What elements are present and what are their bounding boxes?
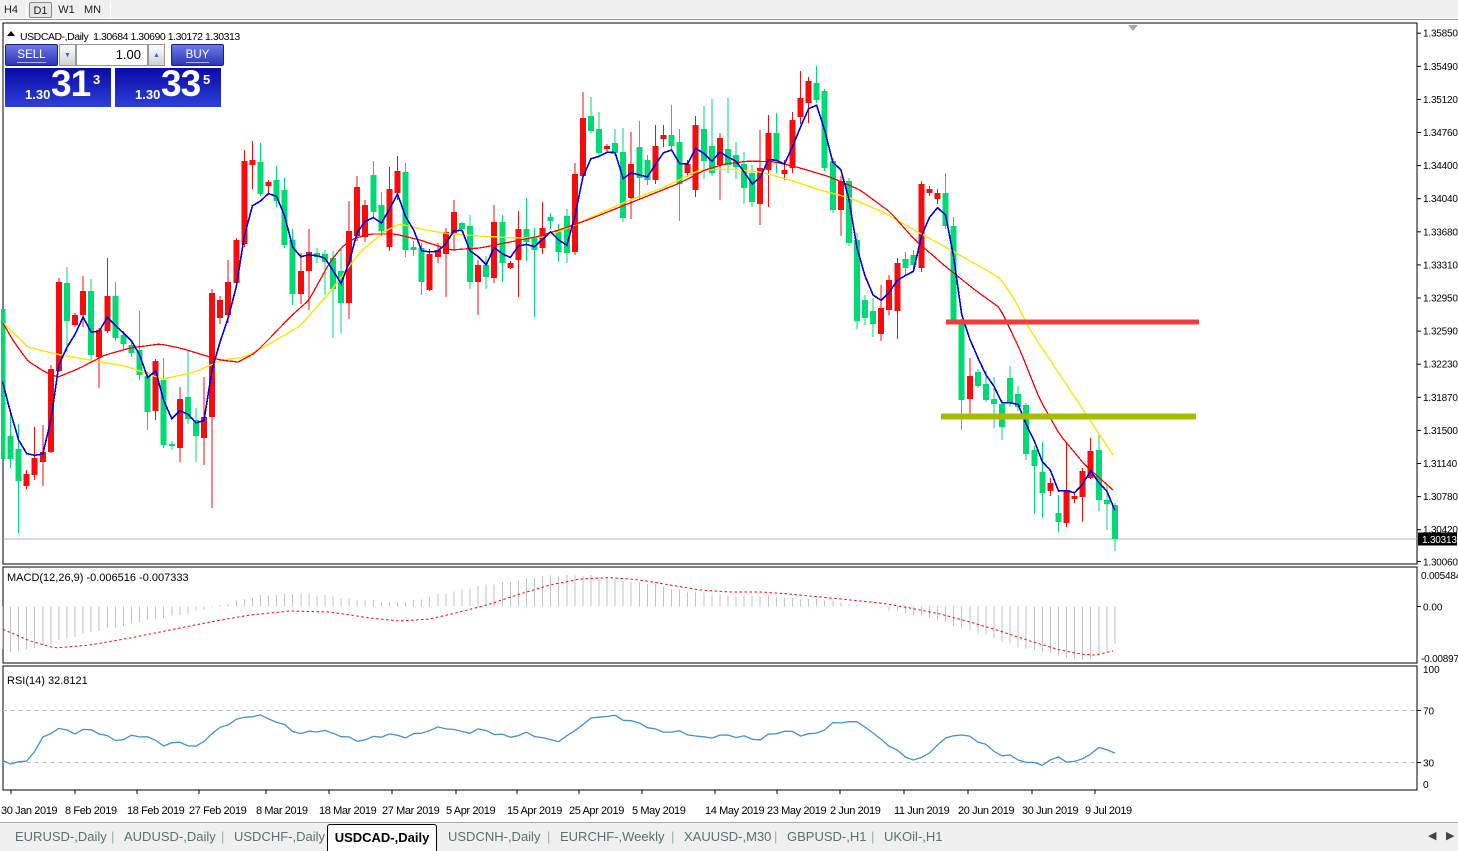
svg-text:1.31140: 1.31140 [1423, 459, 1458, 470]
svg-text:30 Jan 2019: 30 Jan 2019 [1, 805, 57, 817]
svg-text:1.30420: 1.30420 [1423, 525, 1458, 536]
svg-text:8 Mar 2019: 8 Mar 2019 [256, 805, 308, 817]
svg-text:5 May 2019: 5 May 2019 [632, 805, 686, 817]
svg-text:0.005484: 0.005484 [1421, 571, 1458, 582]
svg-text:1.35120: 1.35120 [1423, 95, 1458, 106]
svg-text:9 Jul 2019: 9 Jul 2019 [1085, 805, 1132, 817]
svg-text:27 Mar 2019: 27 Mar 2019 [382, 805, 440, 817]
svg-text:1.32590: 1.32590 [1423, 327, 1458, 338]
svg-text:18 Mar 2019: 18 Mar 2019 [319, 805, 377, 817]
svg-text:30 Jun 2019: 30 Jun 2019 [1022, 805, 1078, 817]
svg-text:MACD(12,26,9) -0.006516 -0.007: MACD(12,26,9) -0.006516 -0.007333 [7, 572, 189, 584]
svg-text:30: 30 [1423, 759, 1435, 770]
svg-text:1.32950: 1.32950 [1423, 294, 1458, 305]
svg-text:-0.00897: -0.00897 [1421, 654, 1458, 665]
svg-text:20 Jun 2019: 20 Jun 2019 [958, 805, 1014, 817]
svg-text:0.00: 0.00 [1423, 603, 1443, 614]
svg-text:18 Feb 2019: 18 Feb 2019 [127, 805, 185, 817]
svg-text:27 Feb 2019: 27 Feb 2019 [189, 805, 247, 817]
svg-text:1.30313: 1.30313 [1422, 535, 1457, 546]
svg-text:100: 100 [1423, 665, 1440, 676]
svg-text:1.30780: 1.30780 [1423, 492, 1458, 503]
svg-text:1.31500: 1.31500 [1423, 426, 1458, 437]
svg-text:8 Feb 2019: 8 Feb 2019 [65, 805, 117, 817]
svg-text:14 May 2019: 14 May 2019 [705, 805, 764, 817]
svg-text:USDCAD-,Daily 1.30684 1.30690: USDCAD-,Daily 1.30684 1.30690 1.30172 1.… [20, 31, 240, 43]
svg-text:1.35850: 1.35850 [1423, 29, 1458, 40]
svg-text:1.30060: 1.30060 [1423, 558, 1458, 569]
svg-text:2 Jun 2019: 2 Jun 2019 [830, 805, 881, 817]
svg-text:1.32230: 1.32230 [1423, 360, 1458, 371]
svg-text:11 Jun 2019: 11 Jun 2019 [894, 805, 950, 817]
svg-text:23 May 2019: 23 May 2019 [767, 805, 826, 817]
svg-text:15 Apr 2019: 15 Apr 2019 [507, 805, 562, 817]
svg-text:70: 70 [1423, 707, 1435, 718]
svg-text:25 Apr 2019: 25 Apr 2019 [569, 805, 624, 817]
svg-text:1.31870: 1.31870 [1423, 393, 1458, 404]
svg-text:1.34400: 1.34400 [1423, 161, 1458, 172]
svg-text:RSI(14) 32.8121: RSI(14) 32.8121 [7, 675, 88, 687]
svg-text:1.33310: 1.33310 [1423, 260, 1458, 271]
svg-text:1.34040: 1.34040 [1423, 194, 1458, 205]
svg-text:1.33680: 1.33680 [1423, 227, 1458, 238]
svg-text:0: 0 [1423, 780, 1429, 791]
svg-text:1.35490: 1.35490 [1423, 62, 1458, 73]
svg-text:5 Apr 2019: 5 Apr 2019 [446, 805, 495, 817]
svg-text:1.34760: 1.34760 [1423, 128, 1458, 139]
